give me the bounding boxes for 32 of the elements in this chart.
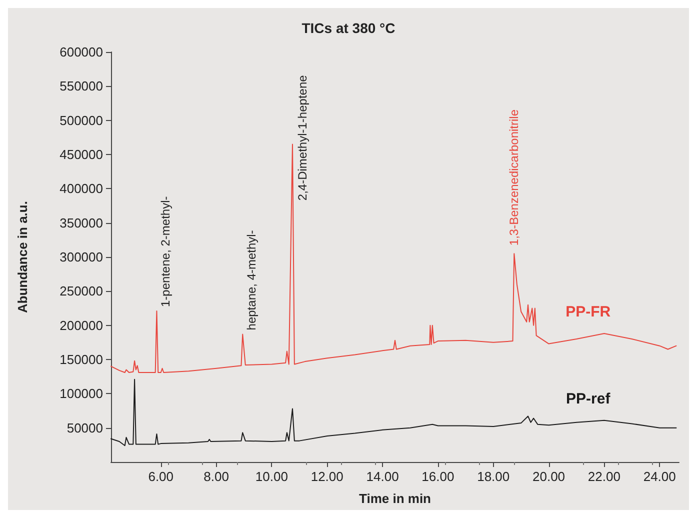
- x-axis-title: Time in min: [359, 491, 432, 506]
- line-series: [110, 378, 677, 446]
- x-tick-label: 22.00: [588, 469, 620, 484]
- x-tick-label: 12.00: [310, 469, 344, 484]
- annotation: 1,3-Benzenedicarbonitrile: [507, 109, 522, 246]
- y-tick-label: 500000: [60, 112, 103, 128]
- x-tick-label: 24.00: [643, 469, 676, 484]
- x-tick-label: 8.00: [204, 469, 229, 484]
- x-tick-label: 14.00: [366, 469, 399, 484]
- y-axis-title: Abundance in a.u.: [15, 201, 30, 313]
- y-tick-label: 550000: [60, 78, 103, 94]
- y-tick-label: 300000: [60, 250, 103, 264]
- x-tick-label: 6.00: [148, 469, 174, 484]
- y-tick-label: 250000: [60, 284, 103, 299]
- y-tick-label: 600000: [60, 44, 103, 60]
- x-tick-label: 18.00: [477, 469, 510, 484]
- annotation: 1-pentene, 2-methyl-: [158, 196, 173, 307]
- y-tick-label: 350000: [60, 215, 103, 230]
- chart-title: TICs at 380 °C: [302, 20, 396, 36]
- y-tick-label: 100000: [60, 386, 103, 402]
- x-tick-label: 20.00: [532, 469, 566, 484]
- annotation: heptane, 4-methyl-: [244, 230, 259, 330]
- x-tick-label: 16.00: [422, 469, 454, 484]
- series-label: PP-ref: [566, 390, 612, 408]
- annotation: 2,4-Dimethyl-1-heptene: [295, 74, 310, 201]
- y-tick-label: 450000: [60, 147, 103, 162]
- series-label: PP-FR: [566, 304, 611, 321]
- x-tick-label: 10.00: [255, 469, 288, 484]
- y-tick-label: 200000: [60, 318, 103, 333]
- y-tick-label: 50000: [66, 420, 103, 436]
- y-tick-label: 400000: [60, 181, 103, 196]
- y-tick-label: 150000: [60, 352, 103, 367]
